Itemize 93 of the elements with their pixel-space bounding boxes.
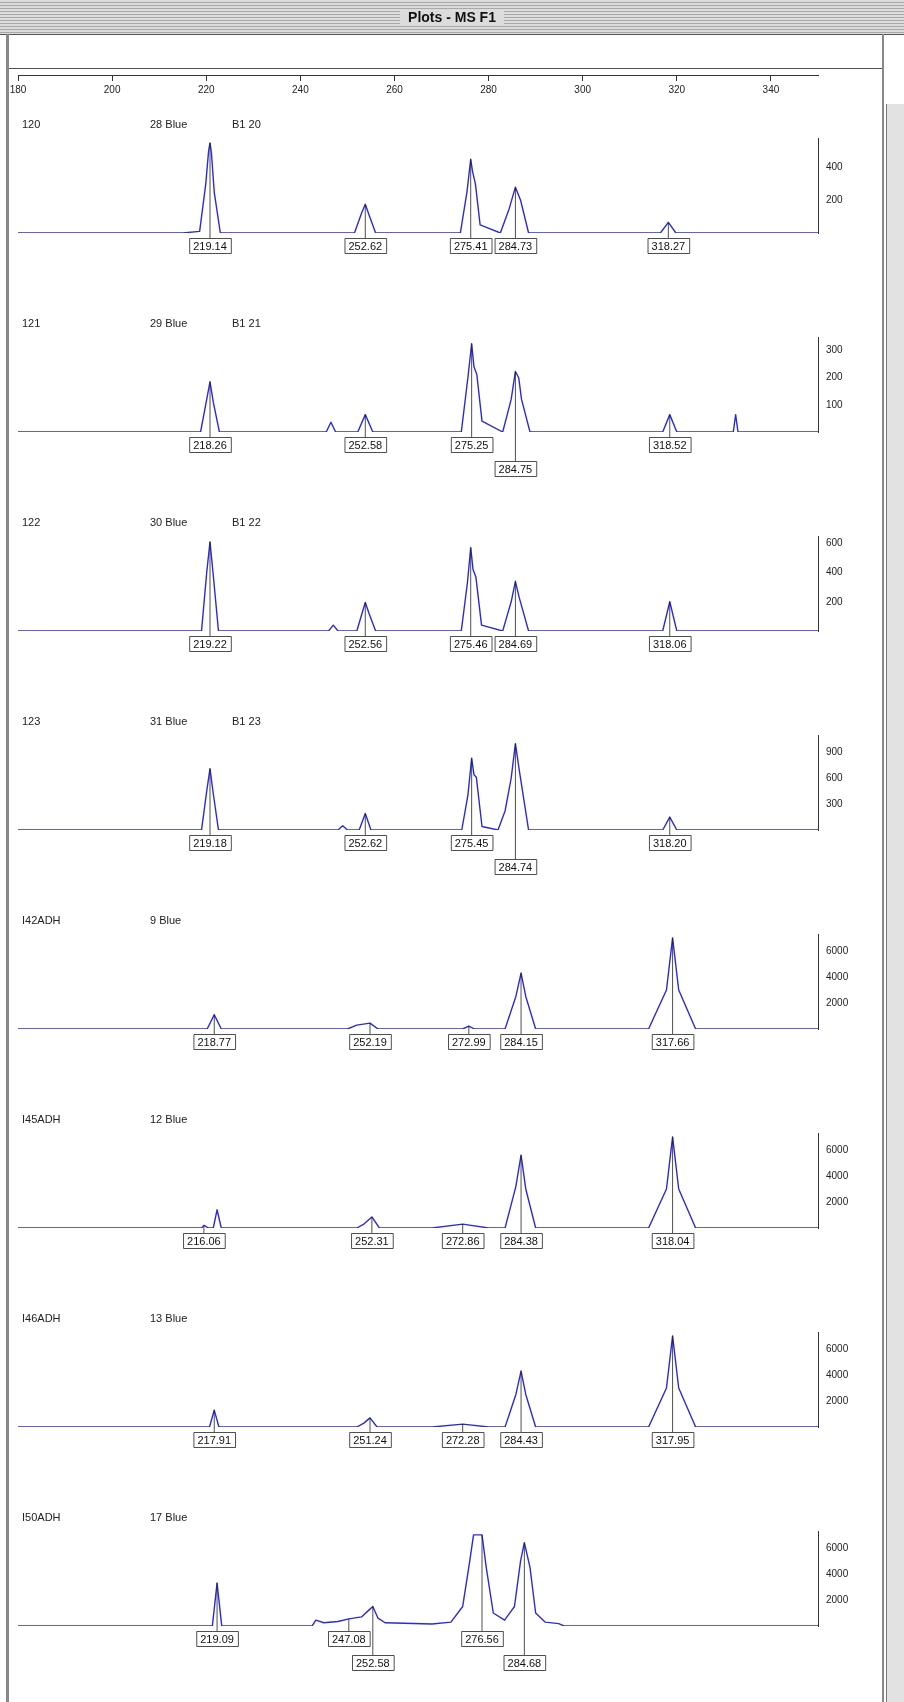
y-tick-label: 600 — [826, 771, 844, 783]
annotation: 284.74 — [498, 860, 533, 873]
annotation: 252.58 — [348, 438, 383, 451]
annotation: 275.25 — [454, 438, 489, 451]
annotation: 284.68 — [507, 1656, 542, 1669]
chart-title: 120 — [22, 118, 41, 130]
y-tick-label: 6000 — [826, 944, 849, 956]
annotation: 219.09 — [200, 1632, 234, 1645]
chart-subtitle: 9 Blue — [150, 914, 182, 926]
annotation: 275.41 — [453, 239, 488, 252]
x-tick-label: 280 — [480, 83, 498, 95]
annotation: 252.62 — [348, 239, 383, 252]
annotation: 217.91 — [197, 1433, 232, 1446]
annotation: 318.04 — [655, 1234, 690, 1247]
y-tick-label: 6000 — [826, 1541, 849, 1553]
annotation: 318.52 — [652, 438, 687, 451]
y-tick-label: 400 — [826, 161, 844, 173]
annotation: 216.06 — [187, 1234, 221, 1247]
annotation: 247.08 — [332, 1632, 366, 1645]
chart-subtitle: 29 Blue — [150, 317, 188, 329]
annotation: 318.27 — [651, 239, 686, 252]
chart-title: I45ADH — [22, 1113, 61, 1125]
chart-subtitle: 28 Blue — [150, 118, 188, 130]
annotation: 272.28 — [445, 1433, 480, 1446]
annotation: 219.18 — [193, 836, 227, 849]
annotation: 317.66 — [655, 1035, 690, 1048]
annotation: 252.56 — [348, 637, 383, 650]
chart-subtitle: 30 Blue — [150, 516, 188, 528]
chart-subtitle: 31 Blue — [150, 715, 188, 727]
annotation: 275.46 — [453, 637, 488, 650]
y-tick-label: 900 — [826, 746, 844, 758]
annotation: 252.19 — [353, 1035, 387, 1048]
annotation: 318.06 — [652, 637, 687, 650]
annotation: 284.69 — [498, 637, 533, 650]
y-tick-label: 4000 — [826, 1368, 849, 1380]
annotation: 318.20 — [652, 836, 687, 849]
annotation: 272.99 — [452, 1035, 486, 1048]
chart-title: I42ADH — [22, 914, 61, 926]
y-tick-label: 200 — [826, 193, 844, 205]
y-tick-label: 2000 — [826, 996, 849, 1008]
y-tick-label: 600 — [826, 537, 844, 549]
annotation: 284.75 — [498, 462, 533, 475]
annotation: 317.95 — [655, 1433, 690, 1446]
text: B1 23 — [232, 715, 261, 727]
y-tick-label: 6000 — [826, 1342, 849, 1354]
chart-title: 123 — [22, 715, 41, 727]
x-tick-label: 240 — [292, 83, 310, 95]
annotation: 272.86 — [445, 1234, 480, 1247]
chart-title: 121 — [22, 317, 41, 329]
x-tick-label: 200 — [103, 83, 121, 95]
chart-subtitle: 13 Blue — [150, 1312, 188, 1324]
annotation: 284.15 — [504, 1035, 538, 1048]
y-tick-label: 200 — [826, 595, 844, 607]
annotation: 252.31 — [355, 1234, 389, 1247]
y-tick-label: 400 — [826, 566, 844, 578]
y-tick-label: 300 — [826, 344, 844, 356]
annotation: 252.62 — [348, 836, 383, 849]
y-tick-label: 4000 — [826, 1567, 849, 1579]
y-tick-label: 200 — [826, 371, 844, 383]
text: B1 20 — [232, 118, 261, 130]
annotation: 284.38 — [504, 1234, 538, 1247]
x-tick-label: 320 — [668, 83, 686, 95]
annotation: 284.43 — [504, 1433, 538, 1446]
x-tick-label: 260 — [386, 83, 404, 95]
annotation: 276.56 — [465, 1632, 499, 1645]
chart-title: I50ADH — [22, 1511, 61, 1523]
y-tick-label: 4000 — [826, 970, 849, 982]
x-tick-label: 180 — [9, 83, 27, 95]
text: Plots - MS F1 — [400, 9, 504, 25]
y-tick-label: 300 — [826, 797, 844, 809]
chart-title: I46ADH — [22, 1312, 61, 1324]
y-tick-label: 2000 — [826, 1593, 849, 1605]
annotation: 284.73 — [498, 239, 533, 252]
y-tick-label: 2000 — [826, 1195, 849, 1207]
chart-title: 122 — [22, 516, 41, 528]
annotation: 251.24 — [353, 1433, 387, 1446]
annotation: 218.26 — [193, 438, 227, 451]
x-tick-label: 340 — [762, 83, 780, 95]
x-tick-label: 300 — [574, 83, 592, 95]
annotation: 219.14 — [193, 239, 227, 252]
y-tick-label: 2000 — [826, 1394, 849, 1406]
annotation: 275.45 — [454, 836, 489, 849]
x-tick-label: 220 — [197, 83, 216, 95]
chart-subtitle: 12 Blue — [150, 1113, 188, 1125]
text: B1 22 — [232, 516, 261, 528]
text: B1 21 — [232, 317, 261, 329]
annotation: 219.22 — [193, 637, 227, 650]
y-tick-label: 100 — [826, 398, 844, 410]
y-tick-label: 6000 — [826, 1143, 849, 1155]
annotation: 252.58 — [356, 1656, 390, 1669]
chart-subtitle: 17 Blue — [150, 1511, 188, 1523]
annotation: 218.77 — [197, 1035, 232, 1048]
y-tick-label: 4000 — [826, 1169, 849, 1181]
